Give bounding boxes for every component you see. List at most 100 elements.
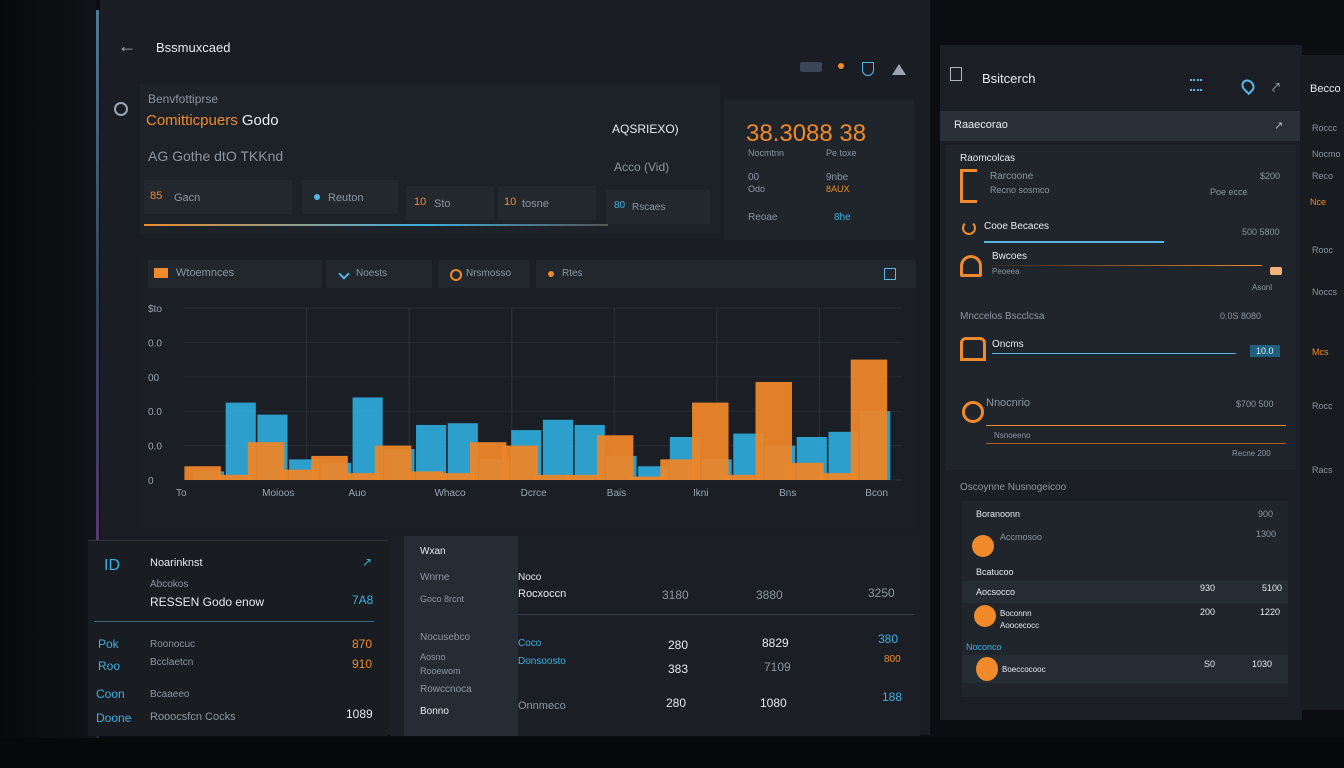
row1-label-a: Noco <box>518 572 542 583</box>
far-item-7: Mcs <box>1312 347 1329 357</box>
item-3-value2: 10.0 <box>1250 345 1280 357</box>
item-4-sub: Nsnoeeno <box>994 431 1031 440</box>
item-1-value: 500 5800 <box>1242 227 1280 237</box>
bar <box>542 419 574 480</box>
group-icon <box>962 401 984 423</box>
row-3-key: Doone <box>96 711 132 725</box>
table-left: ID Noarinknst Abcokos RESSEN Godo enow 7… <box>88 540 388 736</box>
list-1-sub: Aocsocco <box>976 587 1016 597</box>
filter-icon[interactable] <box>884 268 896 280</box>
list-2-b: 1220 <box>1260 607 1281 617</box>
stat-d: 8he <box>834 212 851 223</box>
summary-right-sub: Acco (Vid) <box>614 160 670 174</box>
bracket-icon <box>960 169 977 203</box>
arrow-icon[interactable]: ↗ <box>362 555 373 569</box>
ticket-icon[interactable] <box>800 62 822 72</box>
list-row-bg <box>962 655 1288 683</box>
table-left-title: Noarinknst <box>150 557 203 569</box>
row2-a: Nocusebco <box>420 632 471 643</box>
table-left-sub2: RESSEN Godo enow <box>150 595 265 609</box>
bar <box>660 459 697 480</box>
pin-icon[interactable]: ⤤ <box>1272 79 1280 95</box>
stat-a: 00 <box>748 172 760 183</box>
item-2-sub: Peoeea <box>992 267 1020 276</box>
location-icon[interactable] <box>1238 76 1258 96</box>
avatar[interactable] <box>974 605 996 627</box>
chart-tab-1[interactable]: Noests <box>326 260 432 288</box>
row-0-value: 870 <box>352 637 373 651</box>
row2-value-2: 380 <box>878 632 899 646</box>
user-icon <box>960 255 982 277</box>
far-panel: Becco Roccc Nocmo Reco Nce Rooc Noccs Mc… <box>1300 55 1344 710</box>
x-tick-label: Whaco <box>434 488 466 499</box>
tab-0[interactable]: 85 Gacn <box>144 180 292 214</box>
list-3-name: Noconco <box>966 642 1002 652</box>
row-3-label: Rooocsfcn Cocks <box>150 711 236 723</box>
table-left-sub1: Abcokos <box>150 579 189 590</box>
row2-label-b: Donsoosto <box>518 656 566 667</box>
x-tick-label: Moioos <box>262 488 294 499</box>
tab-4[interactable]: 80 Rscaes <box>606 190 710 224</box>
x-tick-label: Auo <box>348 488 366 499</box>
row1-value-1: 3880 <box>756 588 783 602</box>
item-2-progress <box>992 265 1262 266</box>
item-4-value: $700 500 <box>1236 399 1274 409</box>
bar <box>216 474 253 480</box>
tab-2[interactable]: 10 Sto <box>406 186 494 220</box>
stat-c: Reoae <box>748 212 778 223</box>
chart-tab-2[interactable]: Nrsmosso <box>438 260 530 288</box>
bar <box>723 474 761 480</box>
bell-icon[interactable] <box>838 63 844 69</box>
avatar[interactable] <box>976 657 998 681</box>
bar-chart: $to 0.0 00 0.0 0.0 0 To Moioos Auo Whaco Dcrce Bais… <box>148 304 902 499</box>
row-1-label: Bcclaetcn <box>150 657 194 668</box>
item-0-value: $200 <box>1260 171 1281 181</box>
avatar[interactable] <box>972 535 994 557</box>
triangle-icon[interactable] <box>892 64 906 75</box>
back-button[interactable]: ← <box>118 36 136 56</box>
row3-a: Rowccnoca <box>420 684 472 695</box>
item-0-value2: Poe ecce <box>1210 187 1248 197</box>
row1-value-0: 3180 <box>662 588 689 602</box>
list-3-b: 1030 <box>1252 659 1273 669</box>
bar <box>416 424 447 480</box>
x-tick-label: Bns <box>779 488 796 499</box>
col-head: Wxan <box>420 546 446 557</box>
refresh-icon[interactable] <box>114 102 128 116</box>
section-bar[interactable]: Raaecorao ↗ <box>940 111 1302 141</box>
chart-icon <box>154 268 168 278</box>
list-1-b: 5100 <box>1262 583 1283 593</box>
row2-label-a: Coco <box>518 638 542 649</box>
grid-icon[interactable] <box>1190 79 1202 91</box>
y-tick-label: 0 <box>148 476 154 487</box>
tab-3-label: tosne <box>522 198 549 210</box>
far-item-6: Noccs <box>1312 287 1338 297</box>
menu-icon[interactable] <box>950 67 962 81</box>
bar <box>565 474 602 480</box>
page-title: Bssmuxcaed <box>156 40 231 55</box>
list-0-name: Boranoonn <box>976 509 1021 519</box>
row-3-value: 1089 <box>346 707 373 721</box>
row1-value-2: 3250 <box>868 586 895 600</box>
list-title: Oscoynne Nusnogeicoo <box>960 482 1067 493</box>
list-3-a: S0 <box>1204 659 1216 669</box>
big-value: 38.3088 38 <box>746 120 867 147</box>
monitor-bezel <box>0 0 96 768</box>
tab-3[interactable]: 10 tosne <box>498 186 596 220</box>
tab-2-prefix: 10 <box>414 196 427 208</box>
tab-4-prefix: 80 <box>614 200 626 211</box>
expand-icon[interactable]: ↗ <box>1274 120 1284 132</box>
bar <box>501 445 539 480</box>
item-1-name: Cooe Becaces <box>984 221 1050 232</box>
far-item-2: Nocmo <box>1312 149 1341 159</box>
row-1-value: 910 <box>352 657 373 671</box>
shield-icon[interactable] <box>862 62 874 76</box>
bar <box>438 473 475 480</box>
chart-tab-3[interactable]: Rtes <box>536 260 916 288</box>
table-left-sub2-value: 7A8 <box>352 593 374 607</box>
list-1-a: 930 <box>1200 583 1216 593</box>
chart-tab-0[interactable]: Wtoemnces <box>148 260 322 288</box>
bar <box>533 474 570 480</box>
chart-card: Wtoemnces Noests Nrsmosso Rtes $to 0.0 00 0… <box>142 258 916 528</box>
tab-1[interactable]: Reuton <box>302 180 398 214</box>
